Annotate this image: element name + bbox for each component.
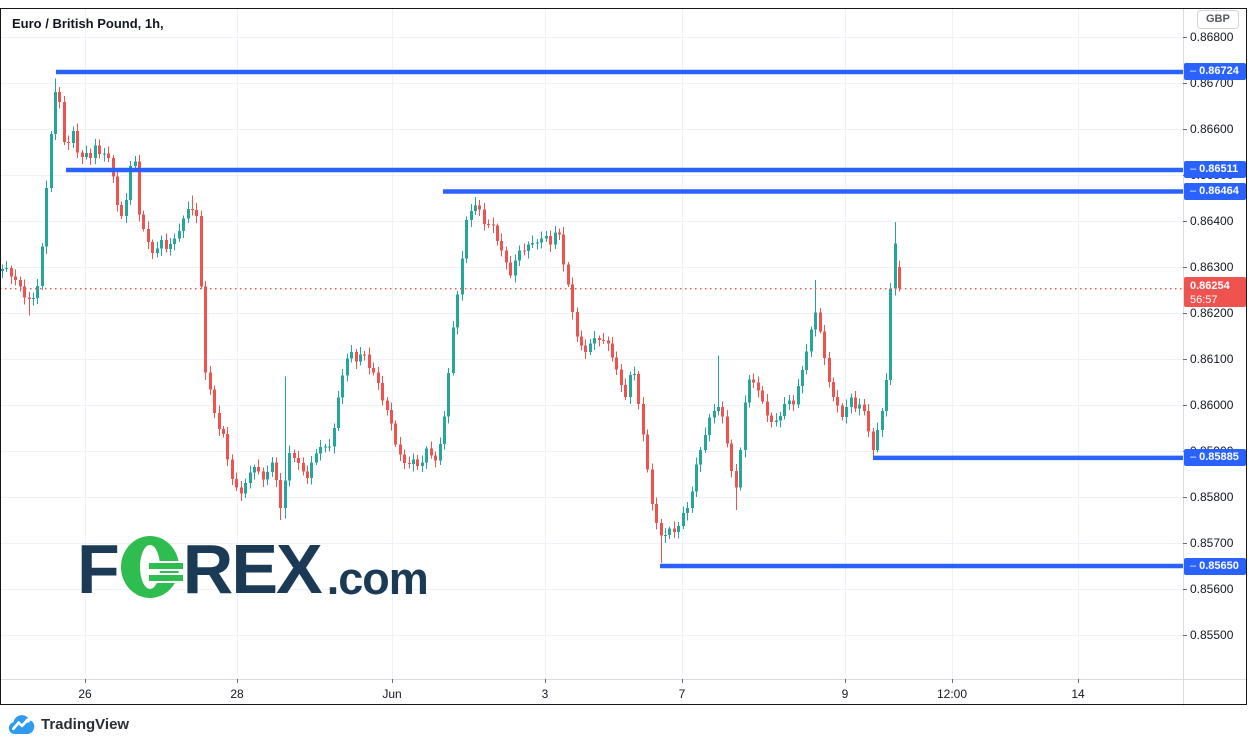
- currency-unit-badge[interactable]: GBP: [1197, 10, 1239, 29]
- watermark-dot-com: .com: [326, 553, 429, 604]
- price-tick-label: 0.86100: [1190, 352, 1234, 366]
- price-tick-label: 0.85700: [1190, 536, 1234, 550]
- price-line-axis-label[interactable]: ‒ 0.86464: [1184, 183, 1246, 201]
- price-tick-label: 0.86400: [1190, 214, 1234, 228]
- price-tick-label: 0.86200: [1190, 306, 1234, 320]
- tradingview-logo[interactable]: TradingView: [8, 714, 129, 735]
- price-line-axis-label[interactable]: ‒ 0.85650: [1184, 557, 1246, 575]
- tradingview-wordmark: TradingView: [41, 716, 130, 733]
- price-tick-label: 0.86800: [1190, 30, 1234, 44]
- time-tick-label: 14: [1071, 687, 1085, 701]
- time-tick-label: 12:00: [936, 687, 968, 701]
- price-line-axis-label[interactable]: ‒ 0.86511: [1184, 161, 1246, 179]
- time-tick-label: 3: [541, 687, 549, 701]
- price-tick-label: 0.86000: [1190, 398, 1234, 412]
- forex-com-watermark: F REX .com: [77, 530, 429, 608]
- watermark-letter-f: F: [77, 530, 120, 608]
- watermark-letters-rex: REX: [182, 530, 323, 608]
- price-line-axis-label[interactable]: ‒ 0.85885: [1184, 449, 1246, 467]
- price-tick-label: 0.85600: [1190, 582, 1234, 596]
- chart-frame-border: [0, 8, 1247, 705]
- price-tick-label: 0.85500: [1190, 628, 1234, 642]
- current-price-axis-label[interactable]: 0.86254 56:57: [1184, 277, 1246, 308]
- time-tick-label: 7: [678, 687, 686, 701]
- time-tick-label: 9: [841, 687, 849, 701]
- tradingview-cloud-icon: [8, 715, 35, 735]
- time-tick-label: 28: [230, 687, 244, 701]
- time-tick-label: 26: [78, 687, 92, 701]
- price-tick-label: 0.86300: [1190, 260, 1234, 274]
- time-tick-label: Jun: [382, 687, 402, 701]
- forex-coin-o-icon: [120, 536, 183, 598]
- price-tick-label: 0.85800: [1190, 490, 1234, 504]
- price-line-axis-label[interactable]: ‒ 0.86724: [1184, 63, 1246, 81]
- price-tick-label: 0.86600: [1190, 122, 1234, 136]
- symbol-title[interactable]: Euro / British Pound, 1h,: [12, 16, 164, 31]
